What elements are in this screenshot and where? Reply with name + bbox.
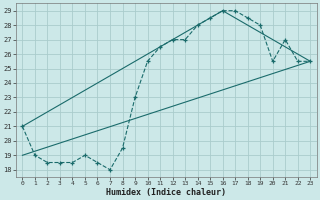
X-axis label: Humidex (Indice chaleur): Humidex (Indice chaleur) xyxy=(106,188,226,197)
